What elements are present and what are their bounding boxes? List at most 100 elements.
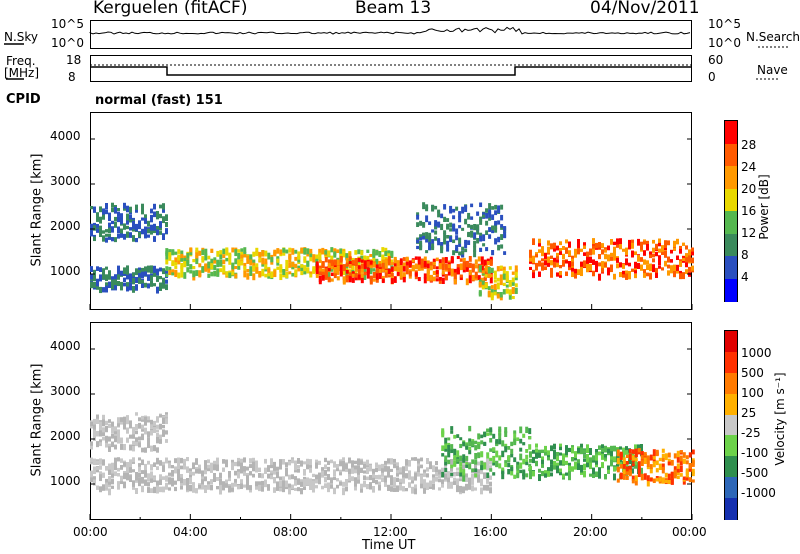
- heatmap-cell: [141, 470, 144, 475]
- heatmap-cell: [480, 259, 484, 265]
- heatmap-cell: [204, 265, 208, 272]
- heatmap-cell: [255, 247, 259, 255]
- heatmap-cell: [513, 438, 517, 446]
- heatmap-cell: [210, 271, 214, 277]
- heatmap-cell: [324, 483, 327, 489]
- heatmap-cell: [357, 265, 361, 271]
- heatmap-cell: [105, 420, 108, 426]
- heatmap-cell: [132, 480, 135, 487]
- heatmap-cell: [162, 268, 165, 275]
- heatmap-cell: [550, 472, 553, 477]
- heatmap-cell: [565, 260, 568, 264]
- heatmap-cell: [126, 205, 129, 213]
- heatmap-cell: [538, 260, 541, 267]
- heatmap-cell: [499, 274, 503, 280]
- heatmap-cell: [219, 254, 223, 260]
- heatmap-cell: [607, 254, 610, 262]
- heatmap-cell: [444, 467, 448, 473]
- heatmap-cell: [508, 266, 512, 270]
- heatmap-cell: [411, 478, 414, 483]
- heatmap-cell: [171, 272, 175, 276]
- heatmap-cell: [667, 452, 671, 458]
- heatmap-cell: [246, 483, 249, 490]
- heatmap-cell: [135, 431, 138, 435]
- heatmap-cell: [435, 278, 439, 282]
- heatmap-cell: [685, 269, 688, 274]
- heatmap-cell: [240, 254, 244, 259]
- heatmap-cell: [189, 468, 192, 473]
- heatmap-cell: [497, 205, 501, 209]
- heatmap-cell: [492, 455, 496, 463]
- heatmap-cell: [577, 447, 580, 453]
- heatmap-cell: [417, 257, 421, 263]
- heatmap-cell: [333, 267, 337, 274]
- heatmap-cell: [372, 473, 375, 480]
- heatmap-cell: [318, 479, 321, 485]
- heatmap-cell: [369, 275, 373, 283]
- heatmap-cell: [360, 256, 364, 262]
- noise-panel: [90, 20, 692, 49]
- heatmap-cell: [589, 461, 592, 468]
- heatmap-cell: [437, 221, 441, 228]
- heatmap-cell: [300, 269, 304, 276]
- heatmap-cell: [144, 218, 147, 224]
- heatmap-cell: [327, 460, 330, 465]
- heatmap-cell: [652, 455, 656, 460]
- heatmap-cell: [159, 276, 162, 280]
- heatmap-cell: [485, 212, 489, 219]
- heatmap-cell: [447, 476, 450, 483]
- heatmap-cell: [414, 270, 418, 274]
- heatmap-cell: [556, 272, 559, 277]
- heatmap-cell: [586, 263, 589, 269]
- heatmap-cell: [186, 267, 190, 273]
- heatmap-cell: [105, 478, 108, 483]
- heatmap-cell: [547, 455, 550, 459]
- heatmap-cell: [240, 483, 243, 490]
- heatmap-cell: [447, 268, 451, 272]
- heatmap-cell: [243, 471, 246, 476]
- heatmap-cell: [342, 487, 345, 495]
- heatmap-cell: [90, 281, 93, 289]
- heatmap-cell: [192, 462, 195, 470]
- heatmap-cell: [505, 284, 509, 288]
- heatmap-cell: [426, 473, 429, 478]
- heatmap-cell: [117, 226, 120, 234]
- heatmap-cell: [357, 262, 361, 268]
- heatmap-cell: [493, 283, 497, 290]
- heatmap-cell: [553, 452, 556, 460]
- heatmap-cell: [405, 473, 408, 479]
- heatmap-cell: [489, 259, 493, 266]
- heatmap-cell: [108, 227, 111, 234]
- heatmap-cell: [541, 456, 544, 460]
- heatmap-cell: [667, 461, 671, 465]
- heatmap-cell: [342, 464, 345, 472]
- heatmap-cell: [123, 462, 126, 467]
- heatmap-cell: [180, 465, 183, 470]
- heatmap-cell: [438, 277, 442, 281]
- heatmap-cell: [465, 464, 469, 468]
- heatmap-cell: [556, 452, 559, 457]
- heatmap-cell: [414, 488, 417, 495]
- heatmap-cell: [673, 240, 676, 248]
- heatmap-cell: [363, 255, 367, 263]
- heatmap-cell: [345, 276, 349, 283]
- heatmap-cell: [556, 469, 559, 474]
- velocity-cbar-tick-m1000: -1000: [741, 486, 776, 500]
- heatmap-cell: [480, 478, 483, 486]
- heatmap-cell: [411, 259, 415, 263]
- heatmap-cell: [264, 273, 268, 278]
- heatmap-cell: [324, 250, 328, 255]
- heatmap-cell: [222, 459, 225, 464]
- heatmap-cell: [183, 257, 187, 262]
- heatmap-cell: [252, 273, 256, 281]
- heatmap-cell: [553, 260, 556, 268]
- heatmap-cell: [318, 252, 322, 260]
- heatmap-cell: [559, 271, 562, 276]
- heatmap-cell: [547, 450, 550, 456]
- heatmap-cell: [135, 279, 138, 283]
- heatmap-cell: [679, 455, 683, 462]
- heatmap-cell: [108, 463, 111, 470]
- heatmap-cell: [120, 417, 123, 422]
- heatmap-cell: [357, 479, 360, 484]
- heatmap-cell: [474, 271, 478, 279]
